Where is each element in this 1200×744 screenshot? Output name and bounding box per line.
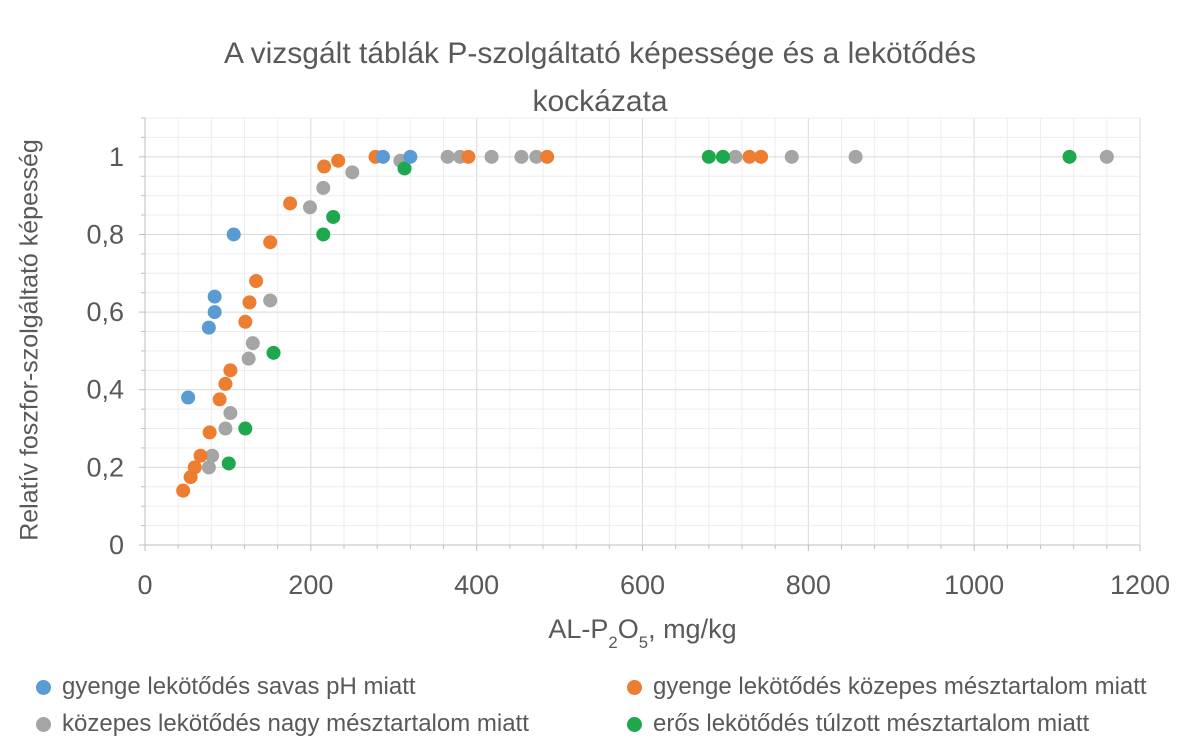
data-point — [701, 149, 716, 164]
scatter-plot: 0 200 400 600 800 1000 1200 0 0,2 0,4 0,6 0,8 1 — [86, 117, 1170, 600]
legend-label: közepes lekötődés nagy mésztartalom miat… — [62, 710, 529, 737]
legend-item-weak-binding-medium-lime: gyenge lekötődés közepes mésztartalom mi… — [627, 673, 1147, 700]
x-axis-title-part: O — [617, 614, 639, 644]
data-point — [317, 159, 332, 174]
data-point — [316, 227, 331, 242]
data-point — [784, 149, 799, 164]
data-point — [207, 305, 222, 320]
data-point — [848, 149, 863, 164]
data-point — [221, 456, 236, 471]
data-point — [242, 295, 257, 310]
data-point — [218, 421, 233, 436]
data-point — [484, 149, 499, 164]
y-tick-label: 0,2 — [86, 452, 124, 482]
data-point — [742, 149, 757, 164]
data-point — [181, 390, 196, 405]
data-point — [331, 153, 346, 168]
data-point — [540, 149, 555, 164]
y-tick-label: 0,8 — [86, 219, 124, 249]
data-point — [375, 149, 390, 164]
y-tick-label: 0,6 — [86, 297, 124, 327]
legend-marker-orange-icon — [627, 679, 642, 695]
x-tick-label: 800 — [786, 570, 831, 600]
x-tick-label: 0 — [137, 570, 152, 600]
data-point — [193, 448, 208, 463]
legend-label: erős lekötődés túlzott mésztartalom miat… — [653, 710, 1090, 737]
data-point — [397, 161, 412, 176]
data-point — [728, 149, 743, 164]
data-point — [303, 200, 318, 215]
data-point — [212, 392, 227, 407]
data-point — [187, 460, 202, 475]
data-point — [223, 363, 238, 378]
chart-title-line1: A vizsgált táblák P-szolgáltató képesség… — [223, 37, 977, 70]
data-point — [245, 336, 260, 351]
data-point — [1099, 149, 1114, 164]
data-point — [238, 421, 253, 436]
data-point — [440, 149, 455, 164]
data-point — [205, 448, 220, 463]
y-tick-label: 0,4 — [86, 375, 124, 405]
data-point — [226, 227, 241, 242]
data-point — [201, 460, 216, 475]
data-point — [201, 320, 216, 335]
data-point — [241, 351, 256, 366]
data-point — [207, 289, 222, 304]
x-tick-label: 200 — [288, 570, 333, 600]
x-axis-title-subscript: 5 — [638, 633, 649, 653]
legend-item-strong-binding-excess-lime: erős lekötődés túlzott mésztartalom miat… — [627, 710, 1090, 737]
data-point — [263, 235, 278, 250]
y-tick-label: 1 — [109, 142, 124, 172]
data-point — [266, 345, 281, 360]
data-point — [202, 425, 217, 440]
chart-title: A vizsgált táblák P-szolgáltató képesség… — [0, 30, 1200, 126]
data-point — [238, 314, 253, 329]
legend-item-medium-binding-high-lime: közepes lekötődés nagy mésztartalom miat… — [36, 710, 529, 737]
legend-item-weak-binding-acidic-ph: gyenge lekötődés savas pH miatt — [36, 673, 416, 700]
x-axis-title-part: , mg/kg — [648, 614, 737, 644]
data-point — [316, 180, 331, 195]
data-point — [529, 149, 544, 164]
x-axis-title-part: AL-P — [548, 614, 609, 644]
data-point — [218, 376, 233, 391]
legend-marker-gray-icon — [36, 716, 51, 732]
data-point — [1062, 149, 1077, 164]
data-point — [223, 406, 238, 421]
data-point — [345, 165, 360, 180]
data-point — [249, 274, 264, 289]
data-point — [461, 149, 476, 164]
data-point — [403, 149, 418, 164]
legend-marker-green-icon — [627, 716, 642, 732]
data-point — [263, 293, 278, 308]
x-tick-label: 400 — [454, 570, 499, 600]
x-axis-title: AL-P2O5, mg/kg — [145, 614, 1140, 653]
data-point — [514, 149, 529, 164]
data-point — [715, 149, 730, 164]
x-axis-title-subscript: 2 — [608, 633, 618, 653]
x-tick-label: 600 — [620, 570, 665, 600]
data-point — [326, 209, 341, 224]
data-point — [754, 149, 769, 164]
data-point — [283, 196, 298, 211]
chart-title-line2: kockázata — [532, 85, 668, 118]
legend-label: gyenge lekötődés savas pH miatt — [62, 673, 416, 700]
x-tick-label: 1000 — [944, 570, 1004, 600]
legend-marker-blue-icon — [36, 679, 51, 695]
data-point — [176, 483, 191, 498]
x-tick-label: 1200 — [1110, 570, 1170, 600]
legend-label: gyenge lekötődés közepes mésztartalom mi… — [653, 673, 1147, 700]
y-tick-label: 0 — [109, 530, 124, 560]
